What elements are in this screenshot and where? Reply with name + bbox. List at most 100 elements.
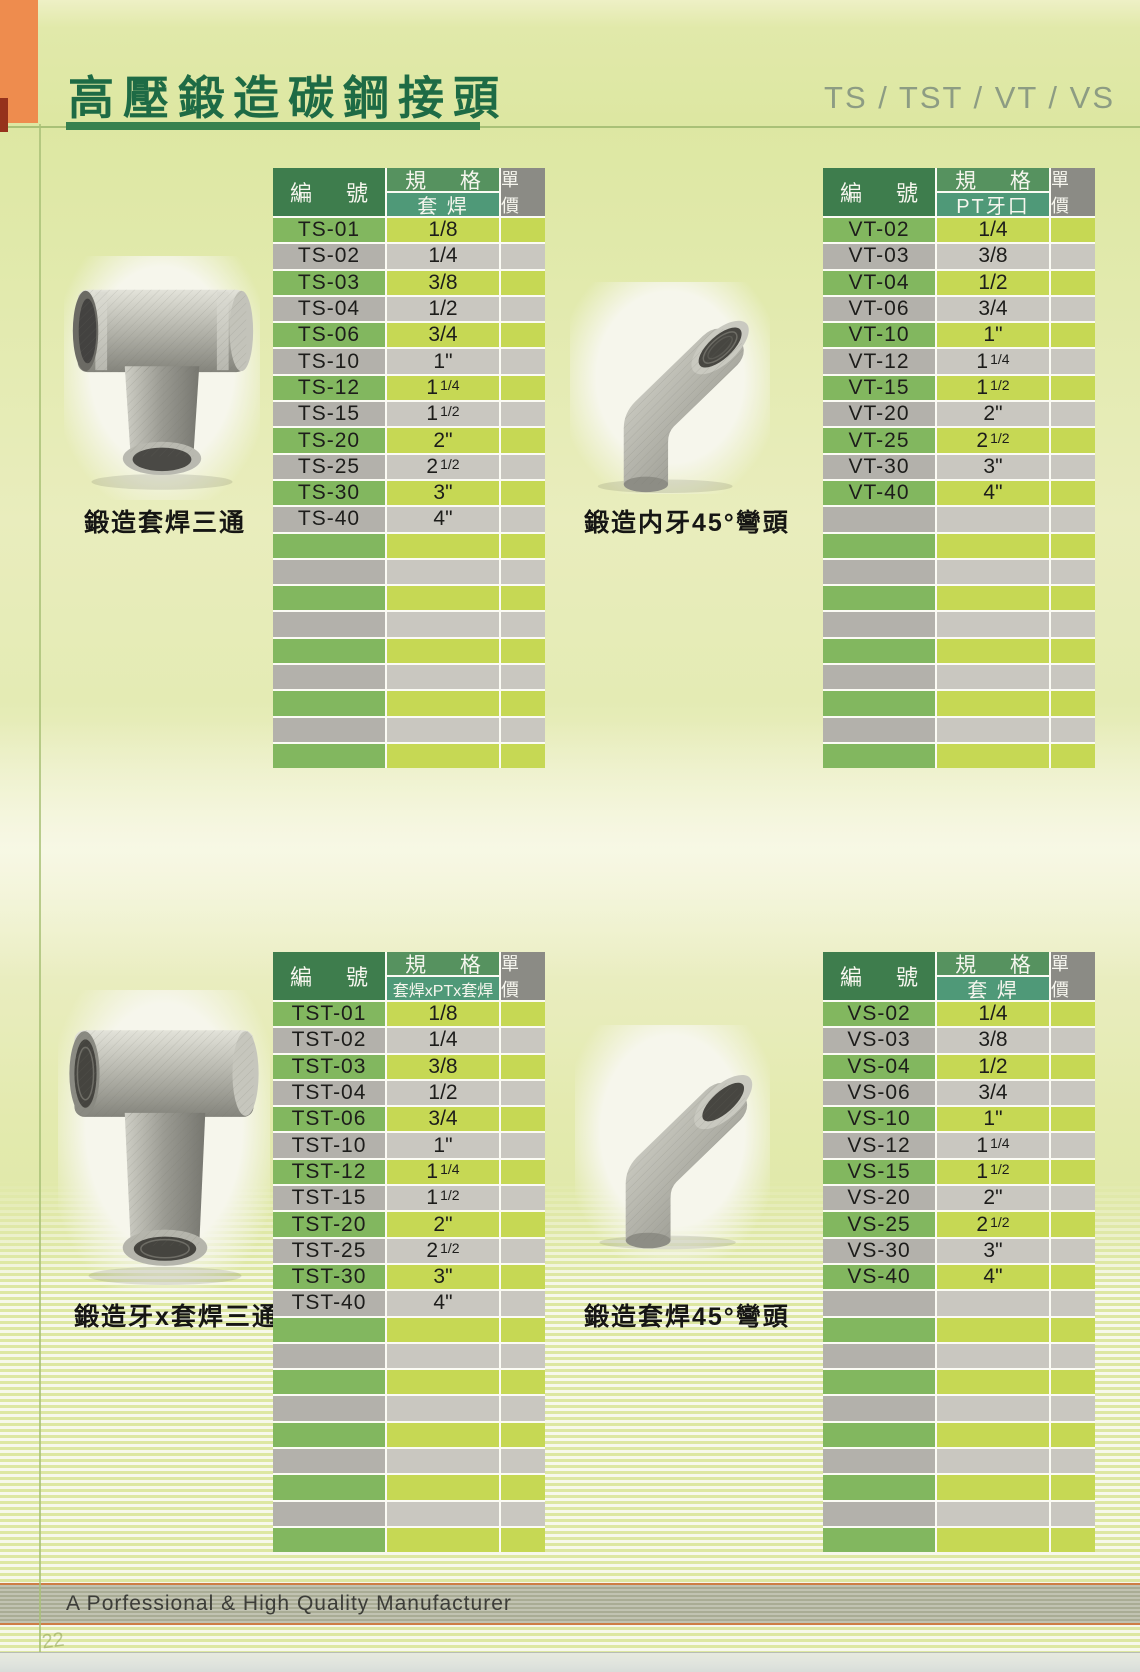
part-number-cell: VT-10 — [823, 323, 935, 348]
price-cell — [1051, 1133, 1095, 1158]
part-number-cell: VS-30 — [823, 1238, 935, 1263]
spec-cell — [937, 1343, 1049, 1369]
table-row — [823, 1343, 1095, 1369]
table-row — [823, 1475, 1095, 1500]
price-cell — [1051, 1002, 1095, 1027]
table-row — [823, 1501, 1095, 1526]
part-number-cell — [273, 559, 385, 585]
table-row: TST-20 2" — [273, 1212, 545, 1237]
table-header: 編 號規 格套 焊單 價 — [273, 168, 545, 218]
spec-cell — [387, 1317, 499, 1342]
price-cell — [501, 1028, 545, 1053]
price-cell — [1051, 1264, 1095, 1290]
price-cell — [501, 296, 545, 322]
spec-cell: 1" — [937, 1107, 1049, 1132]
price-cell — [1051, 1370, 1095, 1395]
price-cell — [1051, 323, 1095, 348]
part-number-cell: TS-25 — [273, 454, 385, 479]
spec-cell: 1 1/4 — [387, 375, 499, 401]
part-number-cell — [823, 638, 935, 664]
spec-cell: 1" — [937, 323, 1049, 348]
series-codes: TS / TST / VT / VS — [824, 80, 1115, 115]
table-row — [273, 1449, 545, 1474]
part-number-cell: TST-15 — [273, 1186, 385, 1211]
spec-cell: 3/4 — [387, 323, 499, 348]
part-number-cell: TS-04 — [273, 296, 385, 322]
table-header-spec-sub: 套 焊 — [387, 193, 499, 218]
part-number-cell: TST-12 — [273, 1159, 385, 1185]
table-row: TST-02 1/4 — [273, 1028, 545, 1053]
price-cell — [1051, 454, 1095, 479]
price-cell — [1051, 1238, 1095, 1263]
spec-cell — [387, 1343, 499, 1369]
spec-cell: 1/4 — [387, 1028, 499, 1053]
price-cell — [1051, 218, 1095, 243]
price-cell — [1051, 1159, 1095, 1185]
figure-caption: 鍛造套焊45°彎頭 — [584, 1303, 790, 1331]
part-number-cell — [823, 743, 935, 769]
part-number-cell: VT-15 — [823, 375, 935, 401]
footer-text: A Porfessional & High Quality Manufactur… — [66, 1592, 512, 1615]
table-row: TS-04 1/2 — [273, 296, 545, 322]
table-row — [273, 1317, 545, 1342]
spec-cell: 2" — [387, 1212, 499, 1237]
table-row: TST-03 3/8 — [273, 1054, 545, 1079]
spec-cell: 1/2 — [387, 1080, 499, 1106]
part-number-cell: VT-25 — [823, 428, 935, 453]
part-number-cell — [273, 1527, 385, 1553]
vertical-rule — [39, 124, 41, 1652]
part-number-cell: VS-03 — [823, 1028, 935, 1053]
price-cell — [1051, 1107, 1095, 1132]
spec-cell: 1 1/4 — [937, 349, 1049, 374]
price-cell — [1051, 402, 1095, 427]
table-row: TS-02 1/4 — [273, 244, 545, 269]
part-number-cell: TST-40 — [273, 1291, 385, 1316]
table-row — [823, 665, 1095, 690]
table-row: VT-02 1/4 — [823, 218, 1095, 243]
table-row: VS-12 1 1/4 — [823, 1133, 1095, 1158]
spec-cell — [387, 638, 499, 664]
price-cell — [501, 1449, 545, 1474]
spec-cell — [937, 586, 1049, 611]
part-number-cell: TST-10 — [273, 1133, 385, 1158]
table-row: VS-02 1/4 — [823, 1002, 1095, 1027]
footer-band: A Porfessional & High Quality Manufactur… — [0, 1583, 1140, 1625]
spec-cell: 2" — [937, 402, 1049, 427]
table-row: TS-25 2 1/2 — [273, 454, 545, 479]
part-number-cell: TS-12 — [273, 375, 385, 401]
part-number-cell: TST-06 — [273, 1107, 385, 1132]
part-number-cell: TS-02 — [273, 244, 385, 269]
table-row: VS-40 4" — [823, 1264, 1095, 1290]
part-number-cell: TS-03 — [273, 270, 385, 295]
price-cell — [501, 1422, 545, 1448]
spec-cell — [387, 1422, 499, 1448]
price-cell — [501, 1238, 545, 1263]
part-number-cell — [823, 507, 935, 532]
part-number-cell — [823, 1343, 935, 1369]
spec-cell — [937, 665, 1049, 690]
spec-cell: 1/2 — [387, 296, 499, 322]
part-number-cell — [823, 1317, 935, 1342]
part-number-cell: TST-04 — [273, 1080, 385, 1106]
price-cell — [1051, 665, 1095, 690]
price-cell — [501, 533, 545, 558]
table-row: VT-40 4" — [823, 480, 1095, 506]
table-row — [273, 1527, 545, 1553]
table-row: VS-06 3/4 — [823, 1080, 1095, 1106]
part-number-cell: TS-20 — [273, 428, 385, 453]
table-row — [823, 638, 1095, 664]
part-number-cell: TS-40 — [273, 507, 385, 532]
table-row: VT-20 2" — [823, 402, 1095, 427]
table-header-spec-sub: 套焊xPTx套焊 — [387, 977, 499, 1000]
spec-cell: 4" — [387, 1291, 499, 1316]
price-cell — [501, 402, 545, 427]
spec-cell: 3/4 — [387, 1107, 499, 1132]
table-row: TST-04 1/2 — [273, 1080, 545, 1106]
table-row: VT-04 1/2 — [823, 270, 1095, 295]
table-row — [273, 665, 545, 690]
table-header: 編 號規 格 PT牙口單 價 — [823, 168, 1095, 218]
table-row — [273, 1501, 545, 1526]
spec-cell: 1/2 — [937, 1054, 1049, 1079]
part-number-cell — [273, 612, 385, 637]
